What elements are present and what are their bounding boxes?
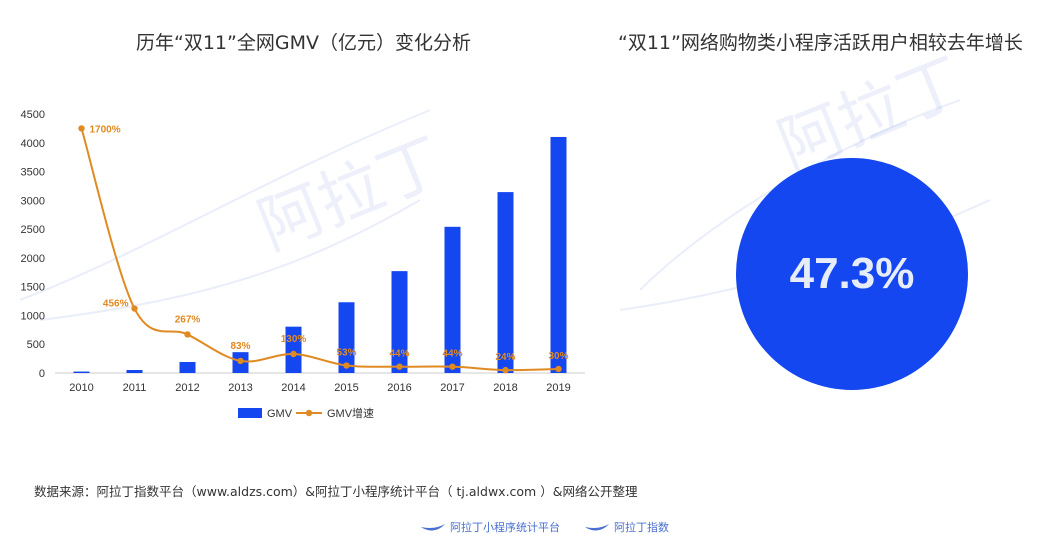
x-tick-label: 2018 <box>493 382 517 394</box>
gmv-growth-line <box>80 128 559 372</box>
y-tick-label: 1000 <box>21 310 45 322</box>
kpi-value: 47.3% <box>789 249 915 298</box>
legend-swatch-growth-dot <box>305 409 313 417</box>
x-tick-label: 2014 <box>281 382 305 394</box>
x-tick-label: 2017 <box>440 382 464 394</box>
axis-layer: 0 500 1000 1500 2000 2500 3000 3500 4000 4500 2010… <box>21 109 585 394</box>
legend: GMV GMV增速 <box>238 406 374 420</box>
y-tick-label: 3500 <box>21 167 45 179</box>
gmv-bar <box>179 362 196 373</box>
gmv-growth-label: 44% <box>389 349 409 360</box>
gmv-growth-point <box>184 331 191 338</box>
legend-swatch-gmv <box>238 408 262 418</box>
gmv-growth-point <box>396 363 403 370</box>
y-tick-label: 0 <box>39 368 45 380</box>
gmv-growth-label: 83% <box>230 341 250 352</box>
x-tick-label: 2019 <box>546 382 570 394</box>
footer-logos: 阿拉丁小程序统计平台 阿拉丁指数 <box>420 519 669 535</box>
bar-layer <box>73 136 567 373</box>
kpi-circle: 47.3% <box>736 158 968 390</box>
gmv-growth-point <box>555 365 562 373</box>
y-tick-label: 1500 <box>21 282 45 294</box>
gmv-growth-point <box>449 363 456 370</box>
gmv-bar <box>338 302 355 373</box>
y-tick-label: 2500 <box>21 224 45 236</box>
x-tick-label: 2010 <box>69 382 93 394</box>
gmv-bar <box>550 136 567 373</box>
y-tick-label: 2000 <box>21 253 45 265</box>
gmv-growth-point <box>78 125 85 132</box>
gmv-bar <box>444 226 461 373</box>
lamp-icon <box>421 524 445 531</box>
x-tick-label: 2012 <box>175 382 199 394</box>
right-chart-title: “双11”网络购物类小程序活跃用户相较去年增长 <box>618 32 1023 54</box>
gmv-growth-label: 267% <box>175 314 201 325</box>
gmv-growth-label: 30% <box>548 351 568 362</box>
x-tick-label: 2011 <box>123 382 147 394</box>
y-tick-label: 4000 <box>21 138 45 150</box>
y-tick-label: 4500 <box>21 109 45 121</box>
gmv-growth-label: 53% <box>336 348 356 359</box>
footer-logo-stat-platform-label: 阿拉丁小程序统计平台 <box>450 521 560 534</box>
gmv-bar <box>285 326 302 373</box>
legend-label-growth: GMV增速 <box>327 406 374 420</box>
gmv-growth-label: 130% <box>281 334 307 345</box>
legend-label-gmv: GMV <box>267 408 293 420</box>
gmv-bar <box>391 271 408 373</box>
footer-logo-index-label: 阿拉丁指数 <box>614 521 669 534</box>
gmv-growth-point <box>131 305 138 312</box>
x-tick-label: 2015 <box>334 382 358 394</box>
y-tick-label: 500 <box>27 339 45 351</box>
gmv-bar <box>497 192 514 373</box>
data-source-note: 数据来源：阿拉丁指数平台（www.aldzs.com）&阿拉丁小程序统计平台（ … <box>34 484 638 499</box>
y-tick-label: 3000 <box>21 195 45 207</box>
x-tick-label: 2016 <box>387 382 411 394</box>
gmv-growth-point <box>237 357 244 365</box>
footer-logo-index: 阿拉丁指数 <box>584 519 669 535</box>
gmv-bar <box>73 371 90 373</box>
gmv-growth-label: 456% <box>103 299 129 310</box>
gmv-growth-label: 1700% <box>90 124 121 135</box>
gmv-growth-point <box>502 366 509 374</box>
watermark-text-left: 阿拉丁 <box>248 124 454 265</box>
gmv-growth-label: 44% <box>442 349 462 360</box>
footer-logo-stat-platform: 阿拉丁小程序统计平台 <box>420 519 560 535</box>
gmv-growth-point <box>290 350 297 358</box>
gmv-bar <box>126 370 143 373</box>
left-chart-title: 历年“双11”全网GMV（亿元）变化分析 <box>136 32 471 54</box>
lamp-icon <box>585 524 609 531</box>
x-tick-label: 2013 <box>228 382 252 394</box>
line-layer: 1700% 456% 267% 83% 130% 53% 44% 44% 24% 30% <box>78 124 569 374</box>
gmv-growth-point <box>343 362 350 369</box>
gmv-growth-label: 24% <box>495 352 515 363</box>
